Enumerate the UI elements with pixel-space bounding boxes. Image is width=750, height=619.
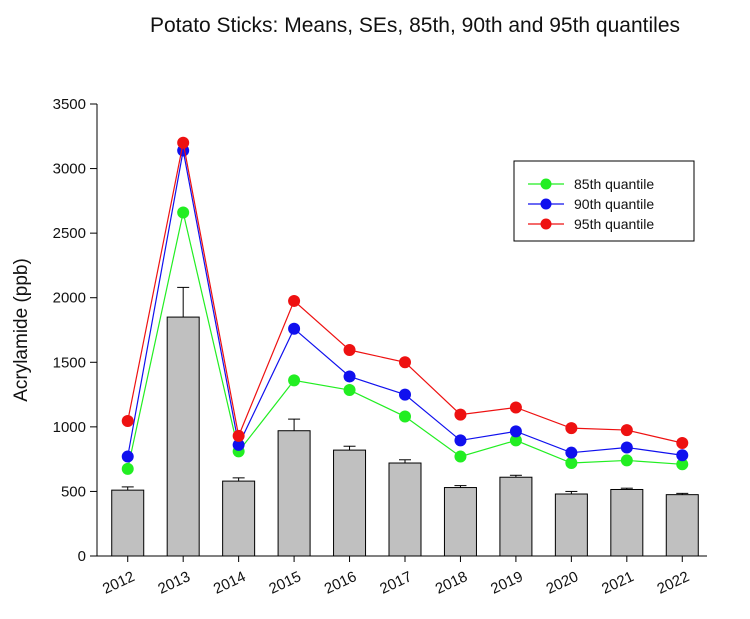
series-point (121, 450, 134, 463)
y-axis-title: Acrylamide (ppb) (11, 258, 32, 402)
x-tick-label: 2012 (100, 568, 137, 598)
series-point (288, 322, 301, 335)
x-tick-label: 2016 (322, 568, 359, 598)
series-point (343, 384, 356, 397)
series-point (676, 458, 689, 471)
x-tick-label: 2018 (433, 568, 470, 598)
mean-bar (277, 430, 311, 557)
chart-title: Potato Sticks: Means, SEs, 85th, 90th an… (150, 14, 680, 37)
x-tick-label: 2014 (211, 568, 248, 598)
legend-marker (540, 198, 552, 210)
y-tick-label: 0 (78, 548, 86, 565)
series-point (121, 415, 134, 428)
series-point (177, 206, 190, 219)
legend-label: 85th quantile (574, 176, 654, 192)
y-tick-label: 1000 (53, 419, 86, 436)
x-tick-label: 2020 (544, 568, 581, 598)
series-point (565, 457, 578, 470)
series-point (399, 388, 411, 401)
series-point (177, 136, 190, 149)
series-point (232, 429, 245, 442)
series-point (676, 449, 689, 462)
y-tick-label: 500 (61, 483, 86, 500)
series-point (620, 441, 633, 454)
legend-marker (540, 218, 552, 230)
series-point (509, 401, 522, 414)
series-point (288, 374, 301, 387)
series-line (127, 212, 683, 469)
series-point (565, 446, 578, 459)
series-point (620, 424, 633, 437)
series-point (565, 422, 578, 435)
y-tick-label: 3500 (53, 96, 86, 113)
series-point (676, 437, 689, 449)
series-point (121, 462, 134, 475)
x-tick-label: 2013 (155, 568, 192, 598)
series-point (509, 434, 522, 447)
mean-bar (222, 480, 256, 557)
series-point (288, 294, 301, 307)
series-point (454, 408, 467, 421)
x-tick-label: 2015 (266, 568, 303, 598)
legend-marker (540, 178, 552, 190)
y-tick-label: 1500 (53, 354, 86, 371)
x-tick-label: 2022 (655, 568, 692, 598)
series-point (509, 425, 522, 438)
mean-bar (166, 316, 200, 557)
series-point (454, 450, 467, 463)
series-point (399, 356, 411, 369)
series-point (343, 344, 356, 357)
legend-label: 90th quantile (574, 196, 654, 212)
mean-bar (333, 449, 367, 557)
x-tick-label: 2021 (599, 568, 636, 598)
series-point (454, 434, 467, 447)
mean-bar (388, 462, 422, 557)
x-tick-label: 2017 (377, 568, 414, 598)
series-point (620, 454, 633, 467)
mean-bar (499, 476, 533, 557)
mean-bar (665, 494, 699, 557)
legend-label: 95th quantile (574, 216, 654, 232)
mean-bar (111, 489, 145, 557)
y-tick-label: 3000 (53, 161, 86, 178)
series-point (399, 410, 411, 423)
mean-bar (554, 493, 588, 557)
mean-bar (443, 487, 477, 557)
series-point (343, 370, 356, 383)
y-tick-label: 2000 (53, 290, 86, 307)
series-point (232, 438, 245, 451)
y-tick-label: 2500 (53, 225, 86, 242)
x-tick-label: 2019 (488, 568, 525, 598)
mean-bar (610, 488, 644, 557)
